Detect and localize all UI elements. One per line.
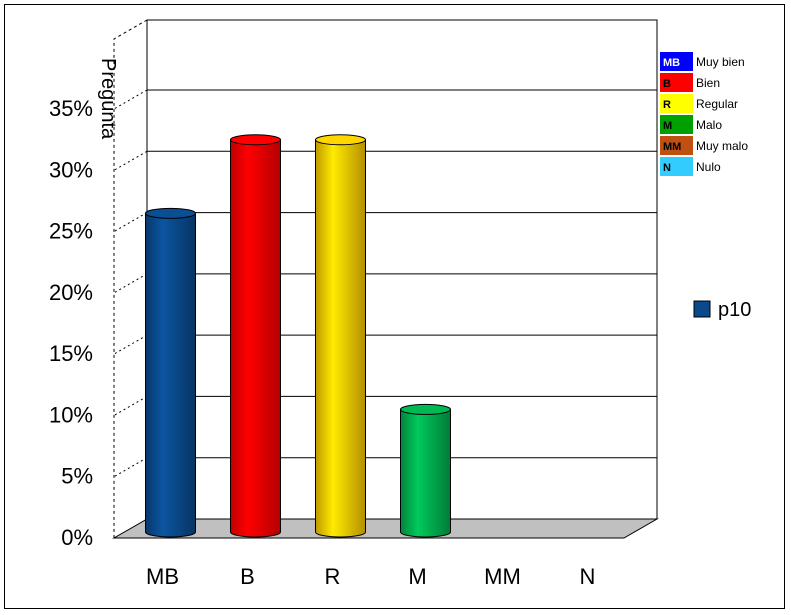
y-tick-label: 30% xyxy=(49,157,93,182)
code-legend-label: Regular xyxy=(696,97,738,111)
code-legend-code: MB xyxy=(663,57,680,69)
y-tick-label: 5% xyxy=(61,464,93,489)
code-legend-swatch xyxy=(660,136,693,155)
series-legend-label: p10 xyxy=(718,299,751,321)
code-legend-swatch xyxy=(660,94,693,113)
code-legend-label: Malo xyxy=(696,118,722,132)
code-legend-code: MM xyxy=(663,141,681,153)
gridline-side xyxy=(113,395,148,416)
bar-body xyxy=(230,139,281,538)
x-tick-label: M xyxy=(408,564,426,589)
bar-body xyxy=(315,139,366,538)
y-tick-label: 25% xyxy=(49,219,93,244)
code-legend-swatch xyxy=(660,157,693,176)
code-legend-label: Bien xyxy=(696,76,720,90)
gridline-side xyxy=(113,273,148,294)
bar-top xyxy=(400,403,451,415)
bar-B xyxy=(230,134,281,538)
code-legend-label: Nulo xyxy=(696,160,721,174)
series-legend-item: p10 xyxy=(693,299,751,321)
gridline-side xyxy=(113,457,148,478)
code-legend-item: MM Muy malo xyxy=(660,136,748,155)
code-legend-label: Muy malo xyxy=(696,139,748,153)
series-legend-swatch xyxy=(693,300,711,318)
x-tick-label: N xyxy=(580,564,596,589)
code-legend-item: N Nulo xyxy=(660,157,721,176)
bar-top xyxy=(145,207,196,219)
bar-body xyxy=(145,212,196,538)
code-legend-swatch xyxy=(660,115,693,134)
y-tick-label: 15% xyxy=(49,341,93,366)
x-tick-label: MB xyxy=(146,564,179,589)
x-tick-label: B xyxy=(240,564,255,589)
code-legend-code: M xyxy=(663,120,672,132)
code-legend-item: M Malo xyxy=(660,115,722,134)
bar-MB xyxy=(145,207,196,538)
code-legend-item: R Regular xyxy=(660,94,738,113)
code-legend-code: N xyxy=(663,162,671,174)
code-legend-item: MB Muy bien xyxy=(660,52,745,71)
bar-body xyxy=(400,408,451,538)
gridline-side xyxy=(113,89,148,110)
side-wall-edge xyxy=(113,19,148,538)
bar-top xyxy=(230,134,281,146)
code-legend-swatch xyxy=(660,52,693,71)
code-legend-item: B Bien xyxy=(660,73,720,92)
gridline-side xyxy=(113,334,148,355)
code-legend-code: R xyxy=(663,99,671,111)
gridline-side xyxy=(113,150,148,171)
gridline-side xyxy=(113,212,148,233)
x-tick-label: MM xyxy=(484,564,521,589)
bar-top xyxy=(315,134,366,146)
bar-R xyxy=(315,134,366,538)
y-tick-label: 10% xyxy=(49,402,93,427)
code-legend-label: Muy bien xyxy=(696,55,745,69)
y-axis-title: Pregunta xyxy=(97,58,119,140)
code-legend-swatch xyxy=(660,73,693,92)
code-legend-code: B xyxy=(663,78,671,90)
x-tick-label: R xyxy=(325,564,341,589)
bar-M xyxy=(400,403,451,538)
y-tick-label: 35% xyxy=(49,96,93,121)
y-tick-label: 0% xyxy=(61,525,93,550)
y-tick-label: 20% xyxy=(49,280,93,305)
